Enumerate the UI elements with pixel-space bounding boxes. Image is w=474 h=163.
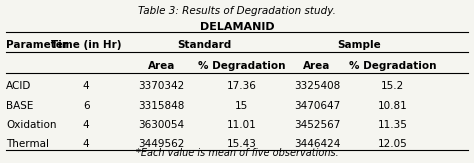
Text: 12.05: 12.05: [378, 139, 407, 149]
Text: Standard: Standard: [177, 40, 231, 50]
Text: 3325408: 3325408: [294, 82, 340, 91]
Text: 11.01: 11.01: [227, 120, 256, 130]
Text: 4: 4: [83, 139, 90, 149]
Text: BASE: BASE: [6, 101, 34, 111]
Text: 4: 4: [83, 120, 90, 130]
Text: 15: 15: [235, 101, 248, 111]
Text: 17.36: 17.36: [227, 82, 256, 91]
Text: % Degradation: % Degradation: [198, 61, 285, 71]
Text: 11.35: 11.35: [378, 120, 408, 130]
Text: ACID: ACID: [6, 82, 31, 91]
Text: Parameter: Parameter: [6, 40, 68, 50]
Text: 3470647: 3470647: [294, 101, 340, 111]
Text: Table 3: Results of Degradation study.: Table 3: Results of Degradation study.: [138, 6, 336, 16]
Text: Area: Area: [148, 61, 175, 71]
Text: 3370342: 3370342: [138, 82, 185, 91]
Text: % Degradation: % Degradation: [349, 61, 436, 71]
Text: DELAMANID: DELAMANID: [200, 22, 274, 32]
Text: 15.2: 15.2: [381, 82, 404, 91]
Text: Oxidation: Oxidation: [6, 120, 56, 130]
Text: Sample: Sample: [337, 40, 382, 50]
Text: 15.43: 15.43: [227, 139, 256, 149]
Text: 3449562: 3449562: [138, 139, 185, 149]
Text: 3446424: 3446424: [294, 139, 340, 149]
Text: 4: 4: [83, 82, 90, 91]
Text: 10.81: 10.81: [378, 101, 407, 111]
Text: Thermal: Thermal: [6, 139, 49, 149]
Text: 3315848: 3315848: [138, 101, 185, 111]
Text: *Each value is mean of five observations.: *Each value is mean of five observations…: [136, 148, 338, 158]
Text: Area: Area: [303, 61, 331, 71]
Text: 6: 6: [83, 101, 90, 111]
Text: 3452567: 3452567: [294, 120, 340, 130]
Text: 3630054: 3630054: [138, 120, 185, 130]
Text: Time (in Hr): Time (in Hr): [51, 40, 121, 50]
